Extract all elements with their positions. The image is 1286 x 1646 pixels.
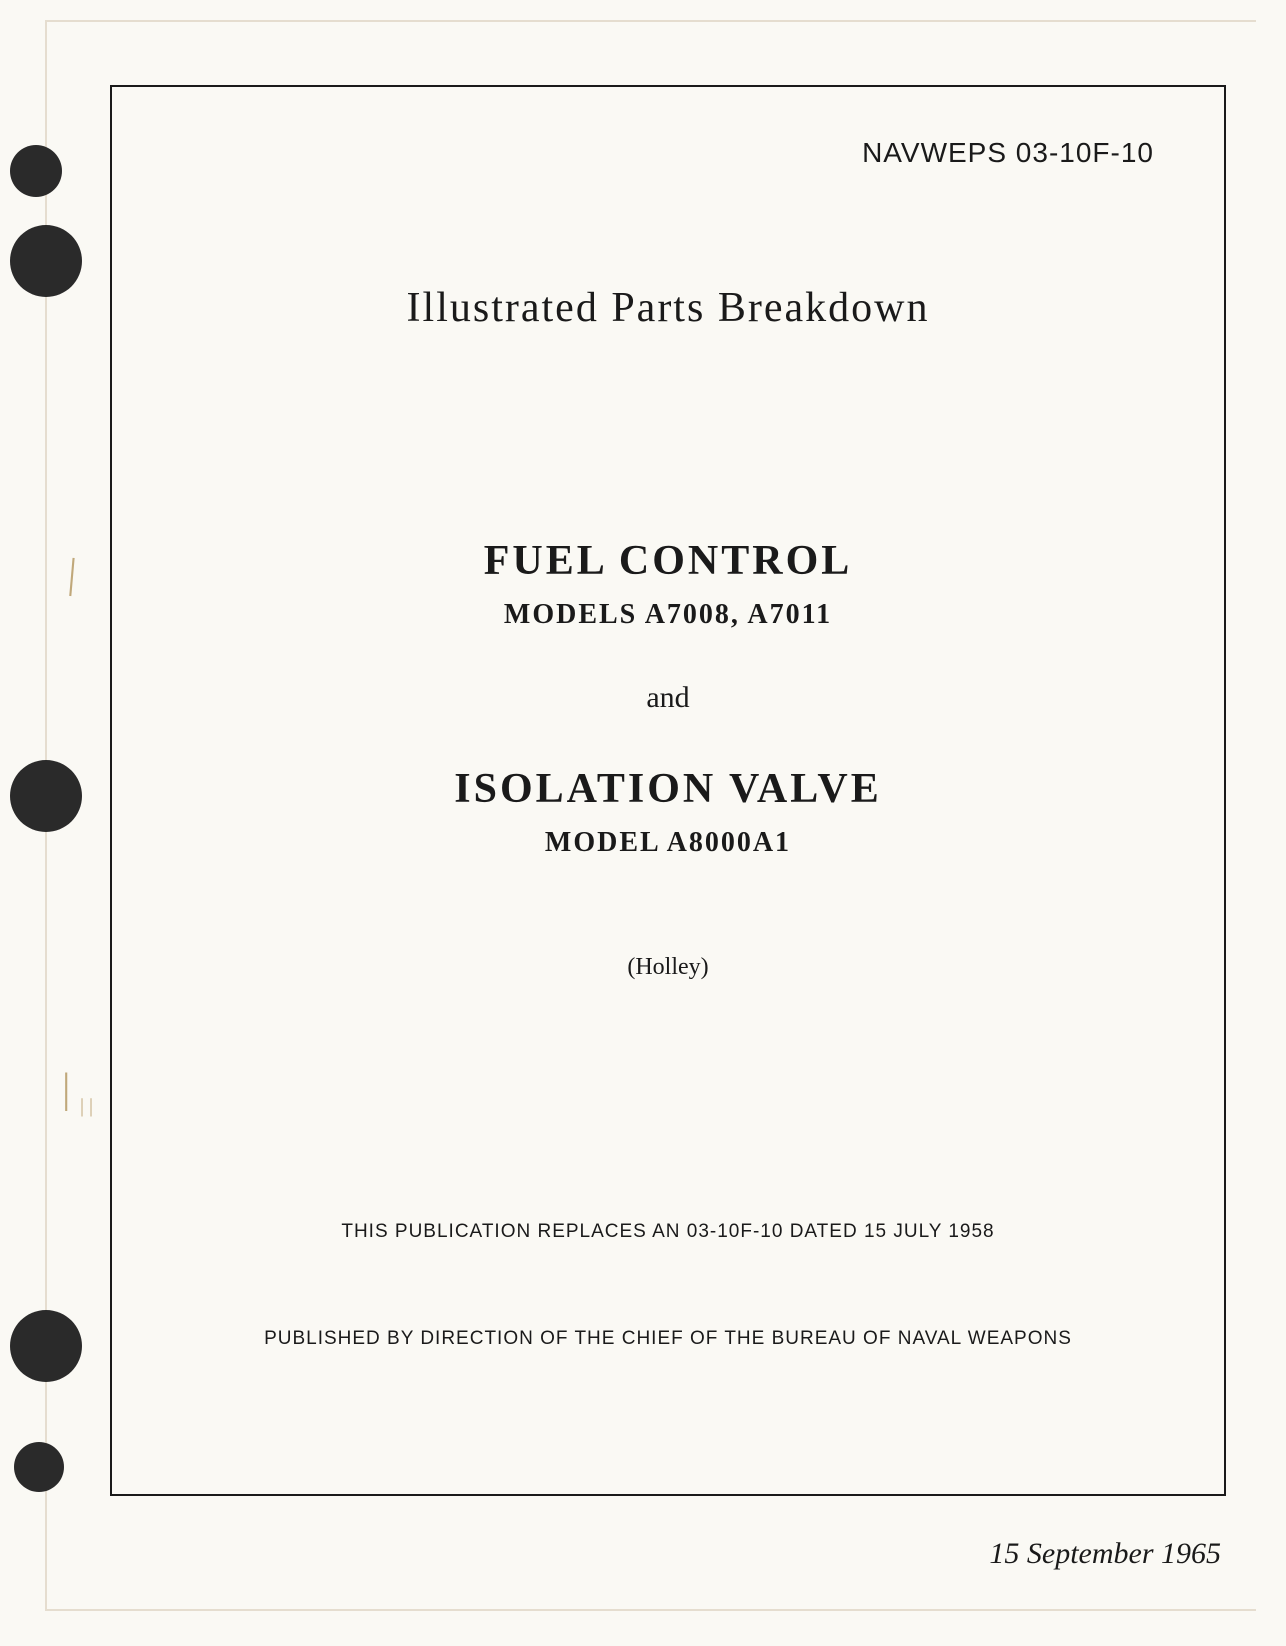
document-page: | | | | NAVWEPS 03-10F-10 Illustrated Pa… <box>0 0 1286 1646</box>
supersession-notice: THIS PUBLICATION REPLACES AN 03-10F-10 D… <box>162 1221 1174 1243</box>
fuel-control-heading: FUEL CONTROL <box>162 537 1174 585</box>
page-edge-bottom <box>45 1609 1256 1611</box>
isolation-valve-heading: ISOLATION VALVE <box>162 765 1174 813</box>
fuel-control-models: MODELS A7008, A7011 <box>162 599 1174 631</box>
isolation-valve-models: MODEL A8000A1 <box>162 827 1174 859</box>
paper-mark: | | <box>80 1095 93 1118</box>
publication-date: 15 September 1965 <box>989 1537 1221 1571</box>
publisher-notice: PUBLISHED BY DIRECTION OF THE CHIEF OF T… <box>162 1328 1174 1350</box>
manufacturer-name: (Holley) <box>162 954 1174 981</box>
fuel-control-section: FUEL CONTROL MODELS A7008, A7011 <box>162 537 1174 631</box>
punch-hole-icon <box>10 1310 82 1382</box>
paper-mark: | <box>66 550 79 599</box>
punch-hole-icon <box>10 225 82 297</box>
page-edge-top <box>45 20 1256 22</box>
punch-hole-icon <box>10 145 62 197</box>
paper-mark: | <box>62 1065 70 1113</box>
isolation-valve-section: ISOLATION VALVE MODEL A8000A1 <box>162 765 1174 859</box>
content-frame: NAVWEPS 03-10F-10 Illustrated Parts Brea… <box>110 85 1226 1496</box>
punch-hole-icon <box>14 1442 64 1492</box>
punch-hole-icon <box>10 760 82 832</box>
conjunction-text: and <box>162 681 1174 715</box>
document-title: Illustrated Parts Breakdown <box>162 284 1174 332</box>
document-number: NAVWEPS 03-10F-10 <box>162 137 1154 169</box>
